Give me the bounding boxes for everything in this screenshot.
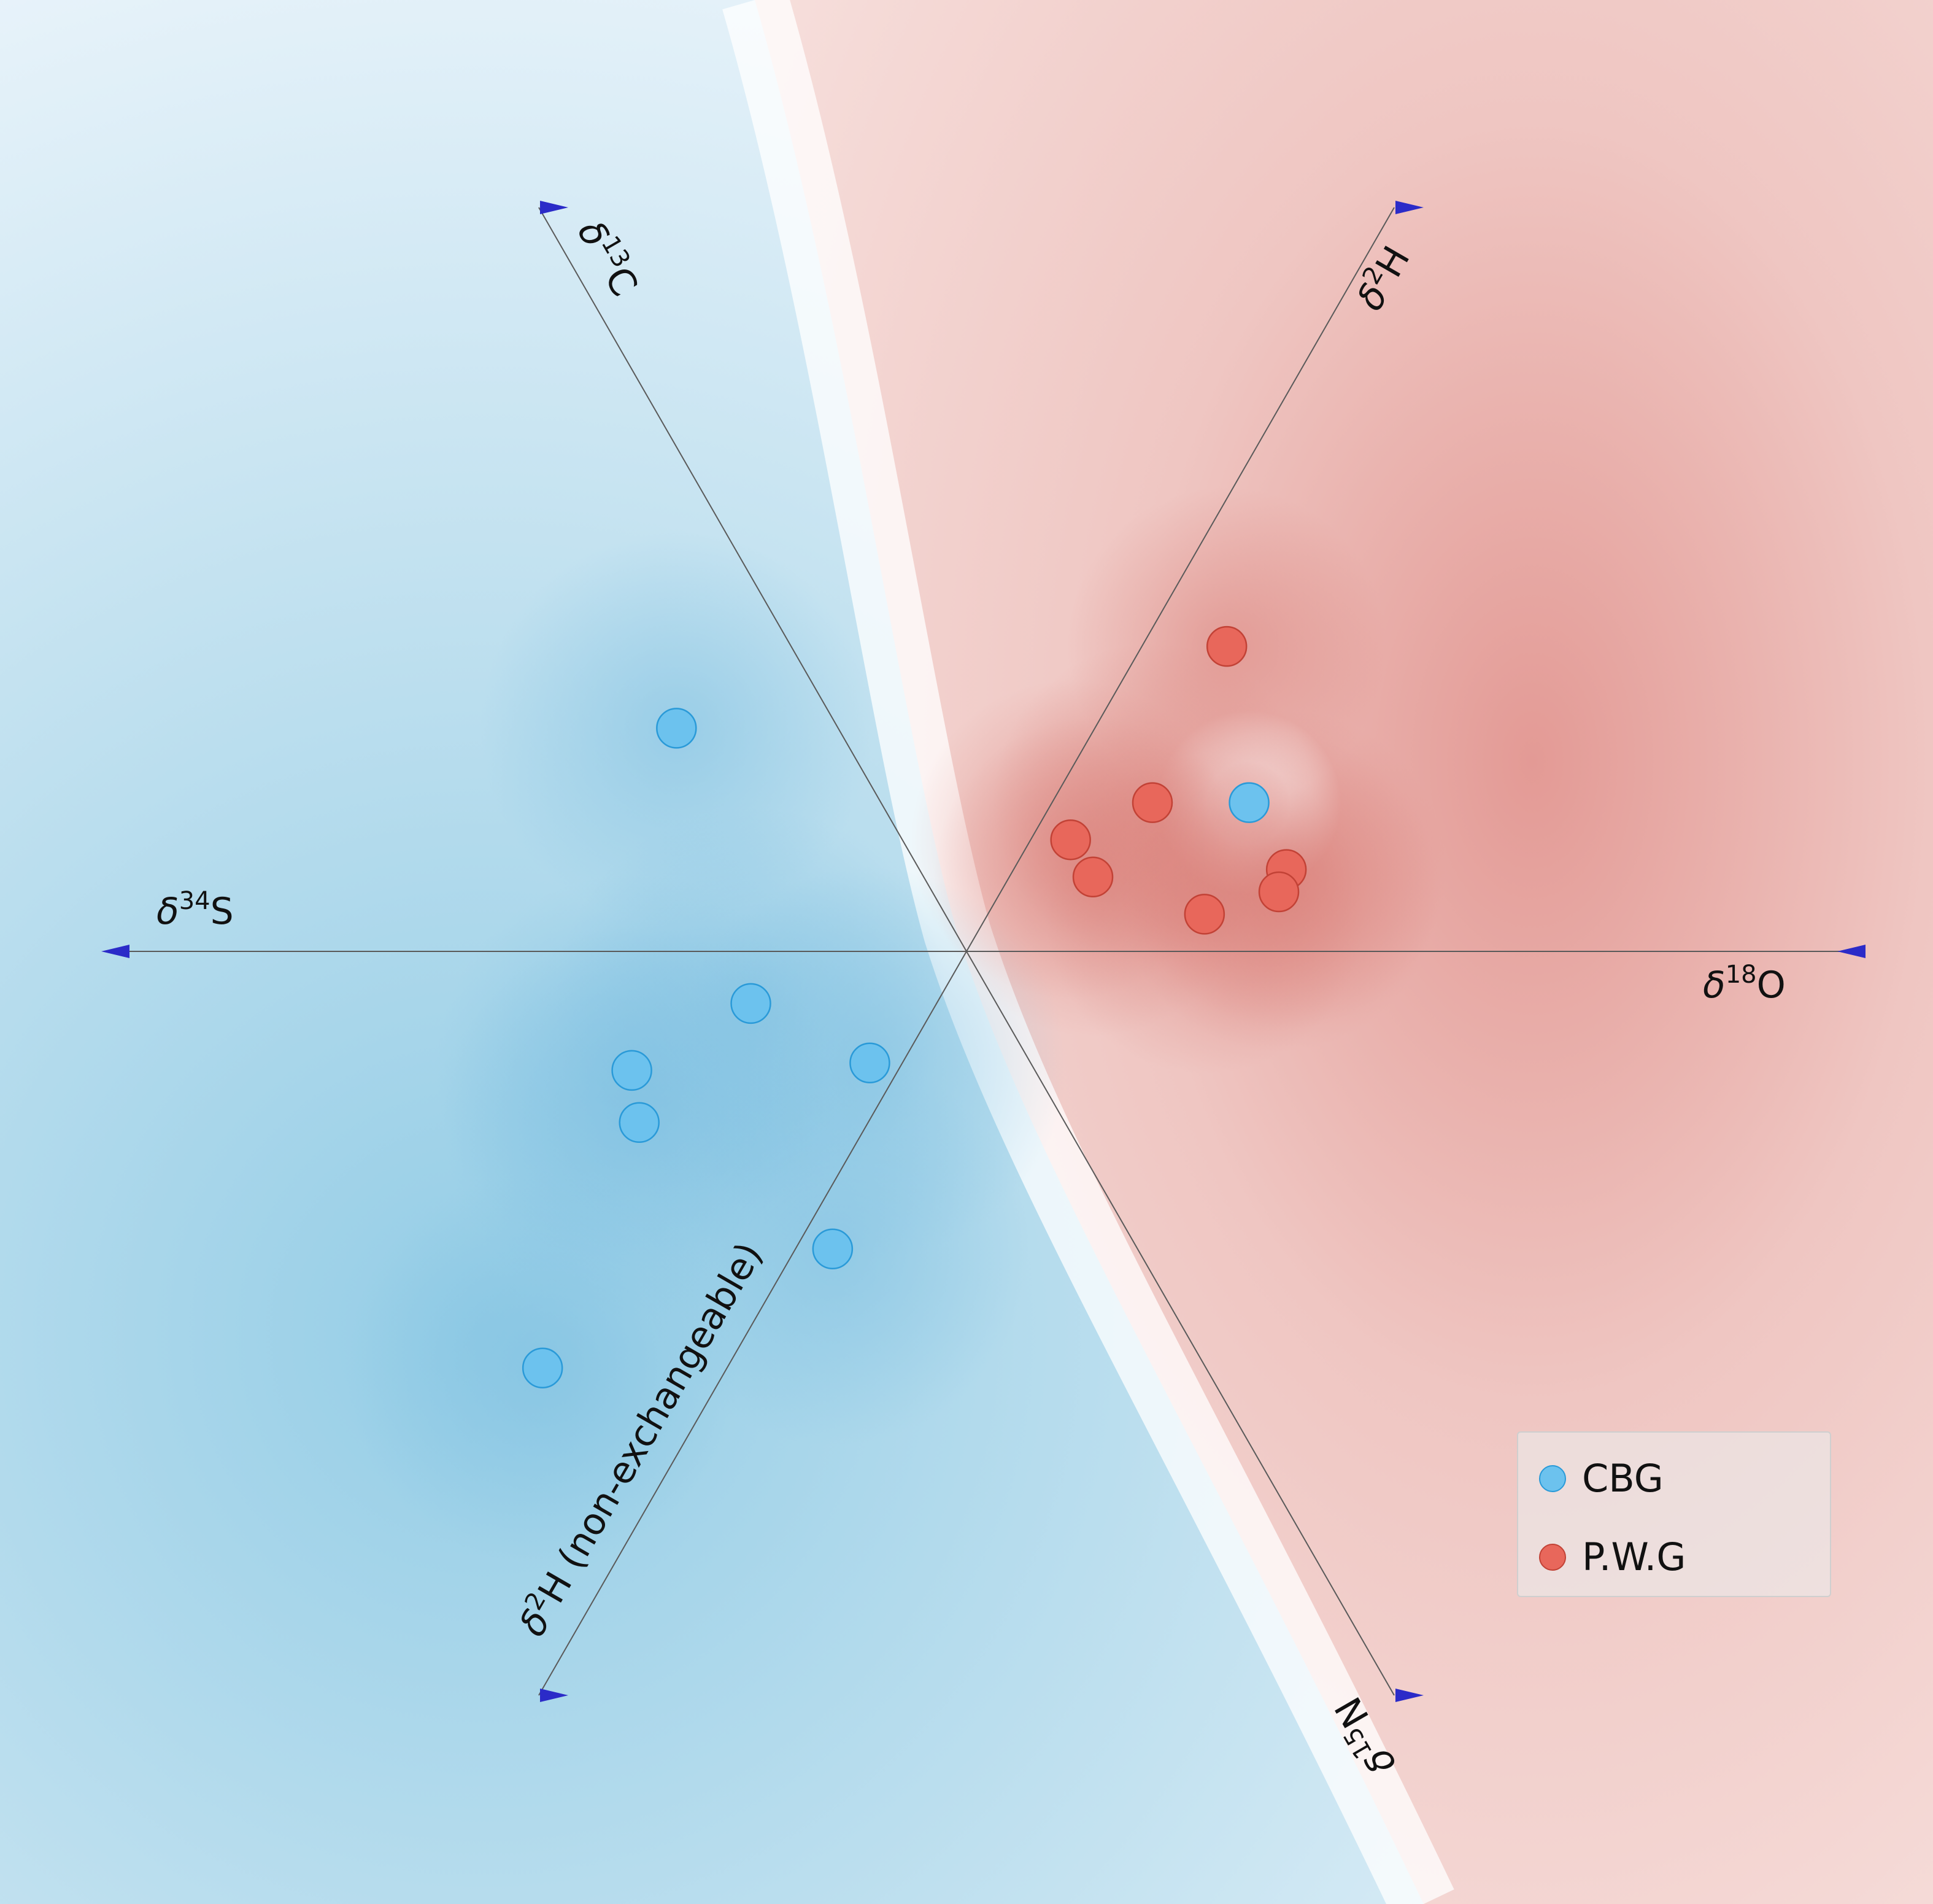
legend-swatch-pwg xyxy=(1539,1543,1566,1571)
data-point-cbg xyxy=(849,1042,890,1084)
data-point-cbg xyxy=(812,1228,854,1270)
axis-arrow-d2H_nonex xyxy=(540,1689,568,1702)
axis-line-d15N xyxy=(966,951,1395,1696)
legend-entry-cbg: CBG xyxy=(1539,1456,1664,1501)
data-point-pwg xyxy=(1258,871,1300,913)
axis-line-d2H_nonex xyxy=(538,951,967,1696)
data-point-cbg xyxy=(1229,782,1270,823)
legend-swatch-cbg xyxy=(1539,1465,1566,1492)
axis-line-d13C xyxy=(538,207,967,952)
axis-label-d34S: δ34S xyxy=(156,887,234,933)
data-point-pwg xyxy=(1132,782,1173,823)
legend-label-cbg: CBG xyxy=(1582,1456,1664,1501)
data-point-pwg xyxy=(1072,856,1114,898)
data-point-cbg xyxy=(619,1102,660,1144)
axis-arrow-d18O xyxy=(1837,945,1865,958)
legend: CBG P.W.G xyxy=(1517,1431,1831,1597)
data-points xyxy=(522,625,1307,1388)
legend-label-pwg: P.W.G xyxy=(1582,1534,1686,1579)
data-point-cbg xyxy=(730,983,771,1024)
data-point-cbg xyxy=(656,708,697,749)
axis-label-d18O: δ18O xyxy=(1703,961,1786,1007)
axis-line-d2H xyxy=(966,207,1395,952)
data-point-pwg xyxy=(1184,894,1225,935)
axis-arrow-d34S xyxy=(101,945,129,958)
data-point-cbg xyxy=(522,1347,563,1388)
axis-arrow-d2H xyxy=(1395,201,1424,214)
axis-arrow-d13C xyxy=(540,201,568,214)
data-point-cbg xyxy=(611,1050,652,1091)
data-point-pwg xyxy=(1050,819,1091,861)
data-point-pwg xyxy=(1206,625,1248,667)
axis-arrow-d15N xyxy=(1395,1689,1424,1702)
legend-entry-pwg: P.W.G xyxy=(1539,1534,1686,1579)
